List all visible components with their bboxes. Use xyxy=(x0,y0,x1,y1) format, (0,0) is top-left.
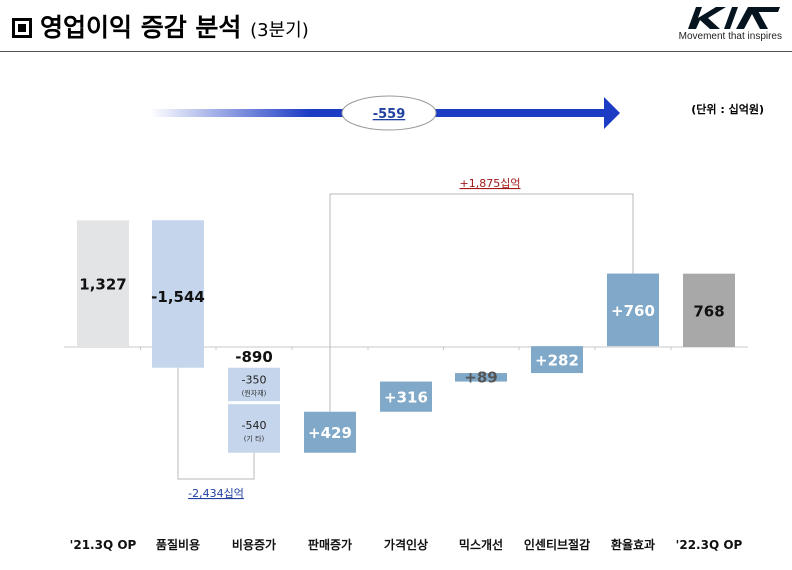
header-divider xyxy=(0,51,792,52)
category-label: 비용증가 xyxy=(232,537,276,552)
bar-value-label: -890 xyxy=(235,348,273,366)
square-bullet-icon xyxy=(12,18,32,38)
waterfall-bar xyxy=(531,346,583,374)
negative-bracket xyxy=(177,367,255,480)
bar-value-label: +429 xyxy=(308,424,352,442)
title-text: 영업이익 증감 분석 xyxy=(40,13,242,42)
bar-value-label: -1,544 xyxy=(151,288,205,306)
negative-total-label: -2,434십억 xyxy=(188,487,244,500)
waterfall-bar xyxy=(380,381,432,412)
waterfall-bar xyxy=(77,220,129,347)
bar-value-label: +89 xyxy=(464,369,497,387)
category-label: '22.3Q OP xyxy=(676,538,743,552)
waterfall-bar xyxy=(455,373,507,382)
category-label: 인센티브절감 xyxy=(524,537,590,552)
bar-value-label: +282 xyxy=(535,352,579,370)
category-label: 판매증가 xyxy=(308,537,352,552)
change-bubble xyxy=(341,95,437,131)
category-label: 품질비용 xyxy=(156,537,200,552)
unit-label: (단위 : 십억원) xyxy=(691,103,764,116)
bar-segment xyxy=(228,404,280,453)
waterfall-bar xyxy=(683,273,735,347)
segment-value-label: -540 xyxy=(242,419,267,432)
bar-value-label: +760 xyxy=(611,302,655,320)
category-label: 믹스개선 xyxy=(459,537,503,552)
positive-total-label: +1,875십억 xyxy=(460,177,521,190)
bar-value-label: 768 xyxy=(693,302,724,320)
waterfall-bar xyxy=(607,273,659,347)
segment-note-label: (기 타) xyxy=(244,434,265,443)
segment-note-label: (원자재) xyxy=(242,388,267,397)
change-arrow-head xyxy=(604,97,620,129)
bar-value-label: +316 xyxy=(384,389,428,407)
category-label: 환율효과 xyxy=(611,537,655,552)
kia-logo xyxy=(688,7,780,29)
category-label: '21.3Q OP xyxy=(70,538,137,552)
waterfall-bar xyxy=(304,411,356,453)
title-subtitle: (3분기) xyxy=(250,20,309,41)
logo-tagline: Movement that inspires xyxy=(678,31,782,42)
category-label: 가격인상 xyxy=(384,537,428,552)
net-change-label: -559 xyxy=(373,107,406,122)
bar-value-label: 1,327 xyxy=(79,276,126,294)
page-title: 영업이익 증감 분석 (3분기) xyxy=(12,8,309,44)
positive-bracket xyxy=(329,193,634,412)
segment-value-label: -350 xyxy=(242,373,267,386)
waterfall-bar xyxy=(152,220,204,368)
bar-segment xyxy=(228,367,280,402)
